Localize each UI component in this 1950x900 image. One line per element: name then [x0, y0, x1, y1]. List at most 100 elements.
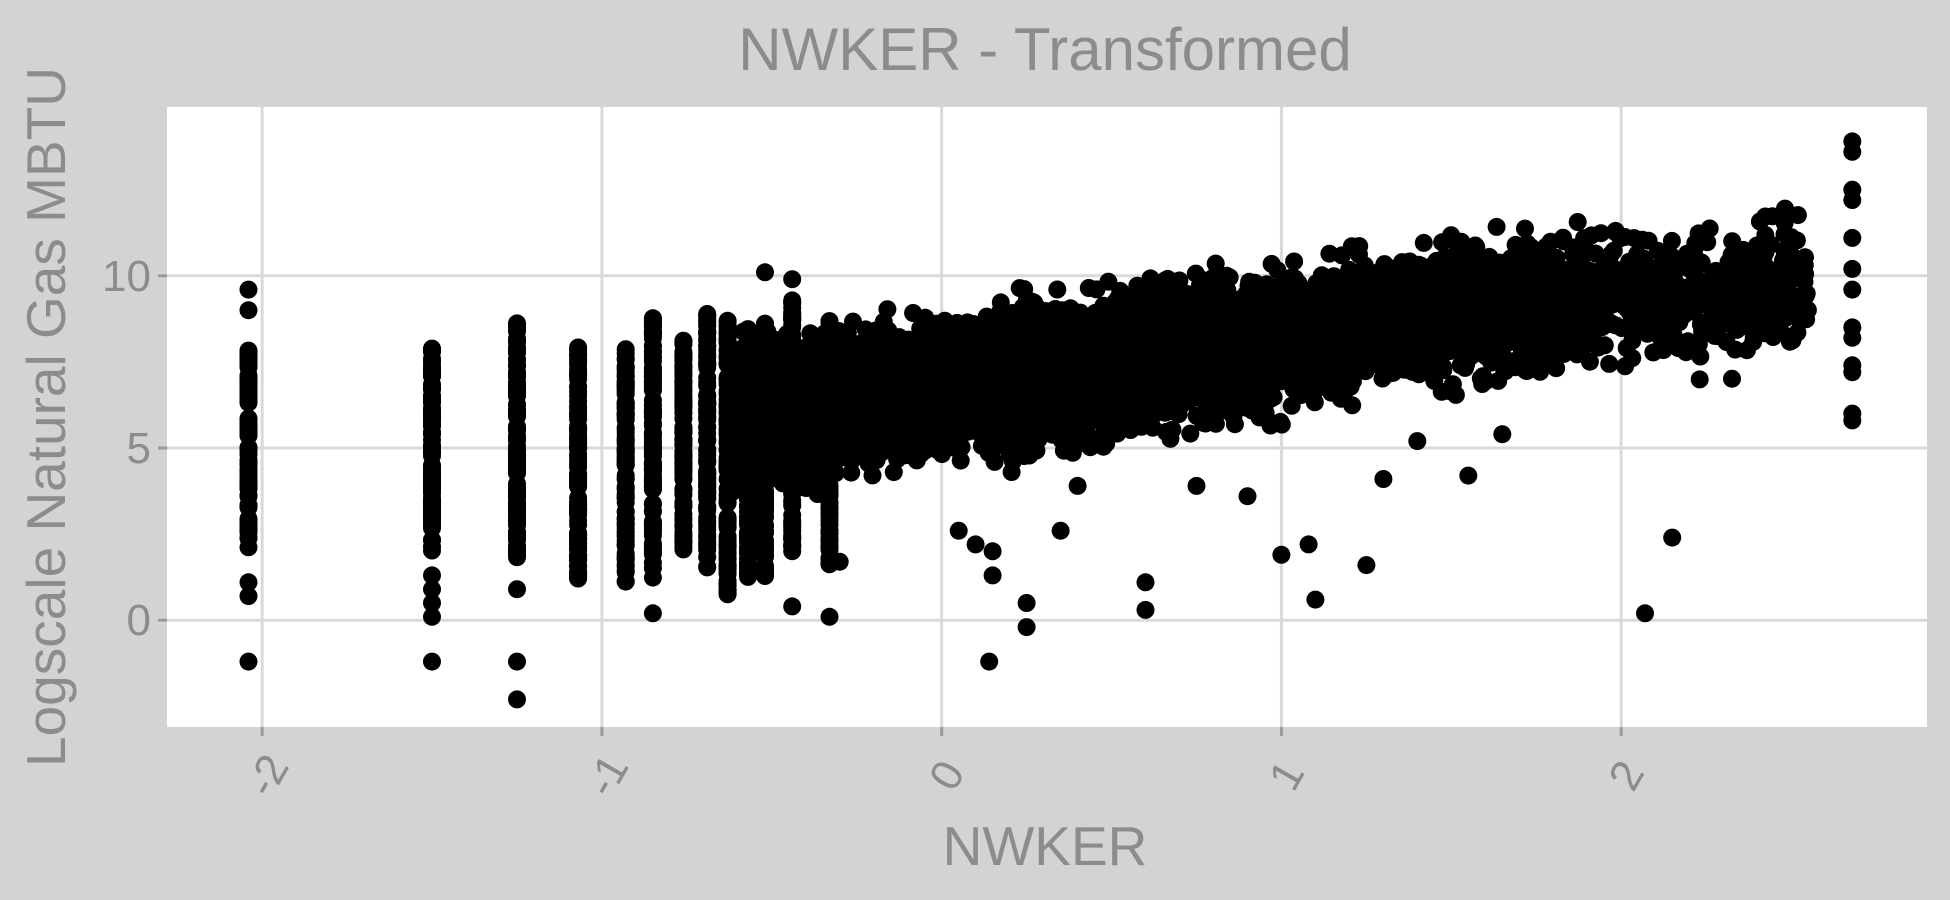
- data-point: [569, 511, 588, 530]
- data-point: [674, 356, 693, 375]
- data-point: [976, 396, 995, 415]
- data-point: [734, 322, 753, 341]
- data-point: [1298, 329, 1317, 348]
- data-point: [1252, 375, 1271, 394]
- data-point: [776, 338, 795, 357]
- data-point: [239, 573, 258, 592]
- data-point: [718, 511, 737, 529]
- data-point: [872, 443, 891, 462]
- data-point: [423, 503, 441, 521]
- data-point: [239, 438, 258, 457]
- data-point: [674, 382, 693, 401]
- chart-title: NWKER - Transformed: [738, 16, 1351, 83]
- data-point: [1279, 285, 1298, 304]
- data-point: [674, 481, 693, 499]
- data-point: [423, 580, 441, 599]
- data-point: [1322, 311, 1341, 330]
- data-point: [1157, 281, 1176, 300]
- data-point: [1161, 429, 1180, 448]
- data-point: [801, 441, 820, 460]
- data-point: [1181, 424, 1200, 443]
- data-point: [239, 472, 258, 491]
- data-point: [878, 337, 897, 356]
- data-point: [239, 280, 258, 299]
- data-point: [1137, 321, 1156, 340]
- data-point: [718, 536, 737, 555]
- data-point: [1142, 364, 1161, 383]
- data-point: [941, 400, 960, 419]
- data-point: [1003, 397, 1022, 416]
- data-point: [1002, 323, 1021, 342]
- data-point: [718, 576, 737, 595]
- data-point: [616, 514, 635, 533]
- data-point: [643, 395, 662, 414]
- data-point: [508, 417, 526, 436]
- data-point: [1285, 252, 1304, 271]
- data-point: [974, 418, 993, 437]
- data-point: [1123, 403, 1141, 421]
- data-point: [423, 531, 441, 550]
- data-point: [698, 431, 717, 450]
- data-point: [727, 436, 746, 454]
- data-point: [643, 447, 662, 466]
- data-point: [239, 528, 258, 547]
- data-point: [789, 389, 808, 408]
- data-point: [985, 452, 1004, 471]
- data-point: [795, 341, 814, 360]
- data-point: [826, 321, 845, 340]
- data-point: [878, 300, 897, 319]
- data-point: [508, 541, 526, 560]
- data-point: [1140, 414, 1159, 433]
- data-point: [616, 393, 635, 412]
- data-point: [643, 526, 662, 545]
- data-point: [884, 463, 903, 482]
- data-point: [971, 361, 989, 380]
- data-point: [892, 440, 911, 459]
- data-point: [826, 464, 845, 483]
- data-point: [1138, 398, 1157, 417]
- data-point: [239, 301, 258, 320]
- data-point: [802, 376, 821, 395]
- data-point: [771, 469, 790, 487]
- data-point: [643, 362, 662, 380]
- data-point: [958, 349, 977, 368]
- data-point: [783, 294, 802, 313]
- data-point: [827, 397, 845, 415]
- data-point: [1319, 375, 1338, 394]
- data-point: [643, 513, 662, 532]
- data-point: [1176, 340, 1194, 359]
- data-point: [718, 325, 737, 343]
- data-point: [815, 434, 834, 453]
- data-point: [876, 425, 895, 444]
- data-point: [698, 474, 717, 493]
- data-point: [774, 364, 793, 383]
- data-point: [508, 338, 526, 356]
- data-point: [1296, 307, 1315, 326]
- data-point: [698, 337, 717, 356]
- data-point: [792, 406, 810, 425]
- data-point: [698, 498, 717, 516]
- data-point: [783, 270, 802, 289]
- data-point: [569, 562, 588, 581]
- data-point: [616, 555, 635, 574]
- data-point: [1061, 346, 1080, 365]
- data-point: [239, 415, 258, 434]
- data-point: [1081, 346, 1100, 365]
- data-point: [841, 443, 860, 462]
- data-point: [1212, 332, 1231, 351]
- data-point: [1034, 319, 1053, 337]
- data-point: [731, 382, 750, 401]
- data-point: [423, 411, 441, 429]
- data-point: [569, 363, 588, 382]
- data-point: [820, 535, 839, 554]
- data-point: [643, 311, 662, 330]
- data-point: [718, 562, 737, 581]
- data-point: [698, 309, 717, 328]
- data-point: [915, 362, 934, 381]
- data-point: [239, 587, 258, 606]
- data-point: [698, 399, 717, 418]
- data-point: [616, 420, 635, 439]
- data-point: [674, 423, 693, 442]
- data-point: [508, 431, 526, 450]
- data-point: [423, 652, 441, 671]
